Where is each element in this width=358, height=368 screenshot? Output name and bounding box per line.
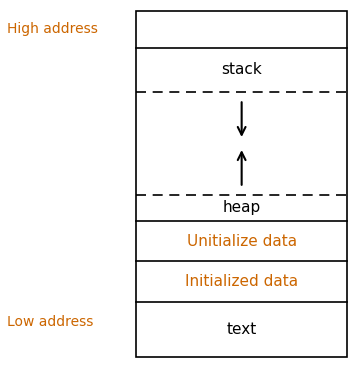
Text: heap: heap bbox=[223, 201, 261, 215]
Text: text: text bbox=[227, 322, 257, 337]
Text: Initialized data: Initialized data bbox=[185, 274, 298, 289]
Text: stack: stack bbox=[221, 63, 262, 77]
Text: Unitialize data: Unitialize data bbox=[187, 234, 297, 248]
Text: Low address: Low address bbox=[7, 315, 93, 329]
Text: High address: High address bbox=[7, 22, 98, 36]
Bar bbox=[136, 11, 347, 357]
